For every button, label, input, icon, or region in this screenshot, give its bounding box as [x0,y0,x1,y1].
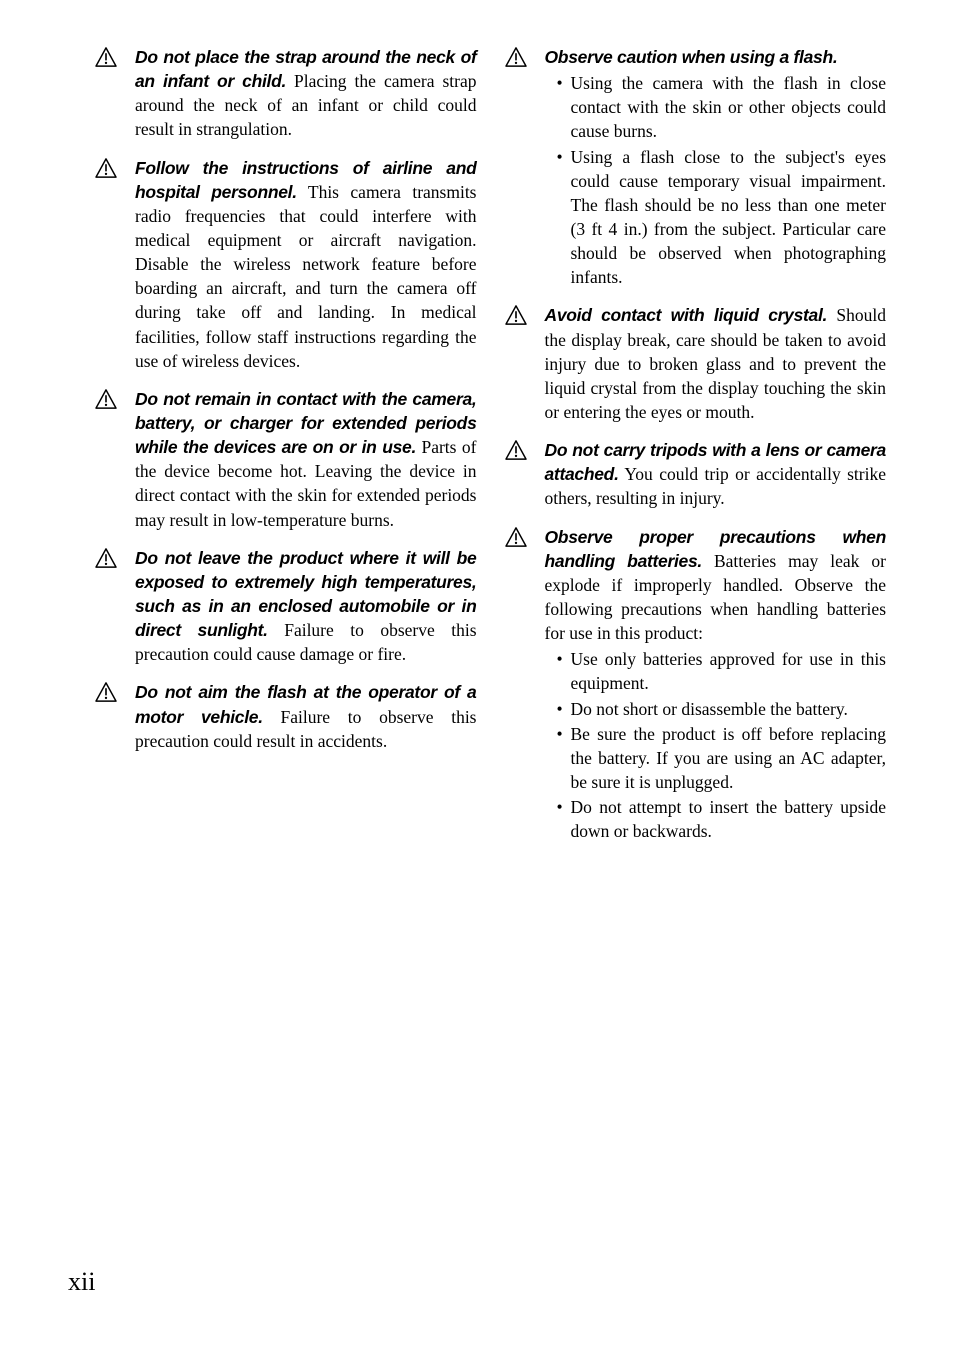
entry-heading: Avoid contact with liquid crystal. [545,305,828,325]
safety-entry: Do not remain in contact with the camera… [95,387,477,532]
warning-icon [95,682,117,702]
safety-entry: Do not leave the product where it will b… [95,546,477,667]
safety-entry: Observe caution when using a flash. Using… [505,45,887,289]
bullet-item: Be sure the product is off before replac… [557,722,887,794]
warning-icon [95,548,117,568]
safety-entry: Follow the instructions of airline and h… [95,156,477,373]
bullet-list: Use only batteries approved for use in t… [545,647,887,843]
left-column: Do not place the strap around the neck o… [95,45,477,857]
warning-icon [505,305,527,325]
entry-heading: Observe caution when using a flash. [545,47,838,67]
safety-entry: Do not place the strap around the neck o… [95,45,477,142]
safety-entry: Avoid contact with liquid crystal. Shoul… [505,303,887,424]
warning-icon [95,47,117,67]
warning-icon [95,389,117,409]
safety-entry: Do not carry tripods with a lens or came… [505,438,887,510]
bullet-item: Do not attempt to insert the battery ups… [557,795,887,843]
bullet-item: Using a flash close to the subject's eye… [557,145,887,290]
safety-entry: Observe proper precautions when handling… [505,525,887,844]
bullet-item: Do not short or disassemble the battery. [557,697,887,721]
safety-entry: Do not aim the flash at the operator of … [95,680,477,752]
bullet-item: Use only batteries approved for use in t… [557,647,887,695]
warning-icon [505,47,527,67]
right-column: Observe caution when using a flash. Using… [505,45,887,857]
warning-icon [505,440,527,460]
bullet-item: Using the camera with the flash in close… [557,71,887,143]
entry-body: This camera transmits radio frequencies … [135,182,477,371]
bullet-list: Using the camera with the flash in close… [545,71,887,289]
warning-icon [95,158,117,178]
warning-icon [505,527,527,547]
page-number: xii [68,1267,95,1297]
